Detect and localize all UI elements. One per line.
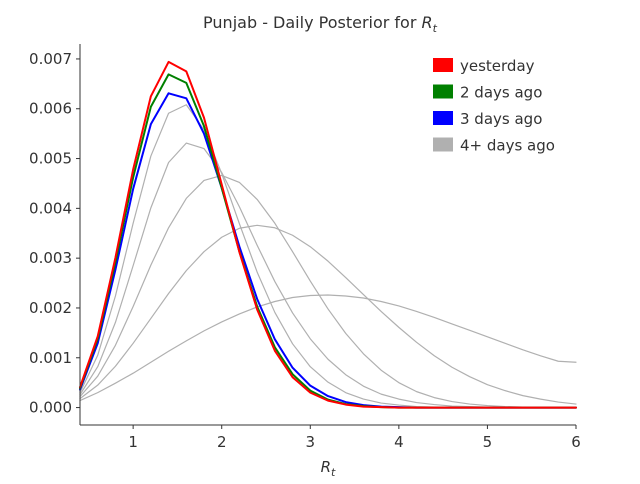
chart-title: Punjab - Daily Posterior for Rt	[203, 13, 438, 35]
x-axis-label-subscript: t	[331, 466, 336, 479]
y-tick-label: 0.002	[29, 299, 72, 317]
legend: yesterday 2 days ago 3 days ago 4+ days ago	[433, 57, 555, 155]
x-tick-label: 2	[217, 433, 227, 451]
legend-label: yesterday	[460, 57, 535, 75]
ticks-layer: 0.000 0.001 0.002 0.003 0.004 0.005 0.006 0.007…	[29, 50, 581, 451]
series-line-4-days-ago-3	[79, 142, 577, 409]
chart-title-text: Punjab - Daily Posterior for	[203, 13, 421, 32]
x-tick-label: 4	[394, 433, 404, 451]
chart-title-subscript: t	[433, 22, 438, 35]
legend-label: 3 days ago	[460, 110, 542, 128]
chart-title-symbol: R	[422, 13, 433, 32]
legend-swatch	[433, 58, 453, 72]
y-tick-label: 0.001	[29, 349, 72, 367]
x-tick-label: 1	[128, 433, 138, 451]
series-line-4-days-ago-1	[79, 224, 577, 405]
x-tick-label: 3	[306, 433, 316, 451]
x-axis-label: Rt	[321, 458, 336, 479]
axes-layer	[79, 44, 576, 426]
x-axis-label-symbol: R	[321, 458, 331, 476]
y-tick-label: 0.004	[29, 199, 72, 217]
x-tick-label: 6	[571, 433, 581, 451]
legend-swatch	[433, 137, 453, 152]
series-line-4-days-ago-0	[79, 294, 577, 402]
series-line-4-days-ago-2	[79, 174, 577, 409]
x-tick-label: 5	[483, 433, 493, 451]
y-tick-label: 0.007	[29, 50, 72, 68]
y-tick-label: 0.006	[29, 100, 72, 118]
y-tick-label: 0.000	[29, 399, 72, 417]
series-line-yesterday-7	[79, 60, 577, 409]
y-tick-label: 0.005	[29, 150, 72, 168]
legend-label: 4+ days ago	[460, 137, 555, 155]
y-tick-label: 0.003	[29, 249, 72, 267]
legend-swatch	[433, 111, 453, 125]
legend-swatch	[433, 84, 453, 99]
series-layer	[79, 60, 577, 409]
legend-label: 2 days ago	[460, 84, 542, 102]
